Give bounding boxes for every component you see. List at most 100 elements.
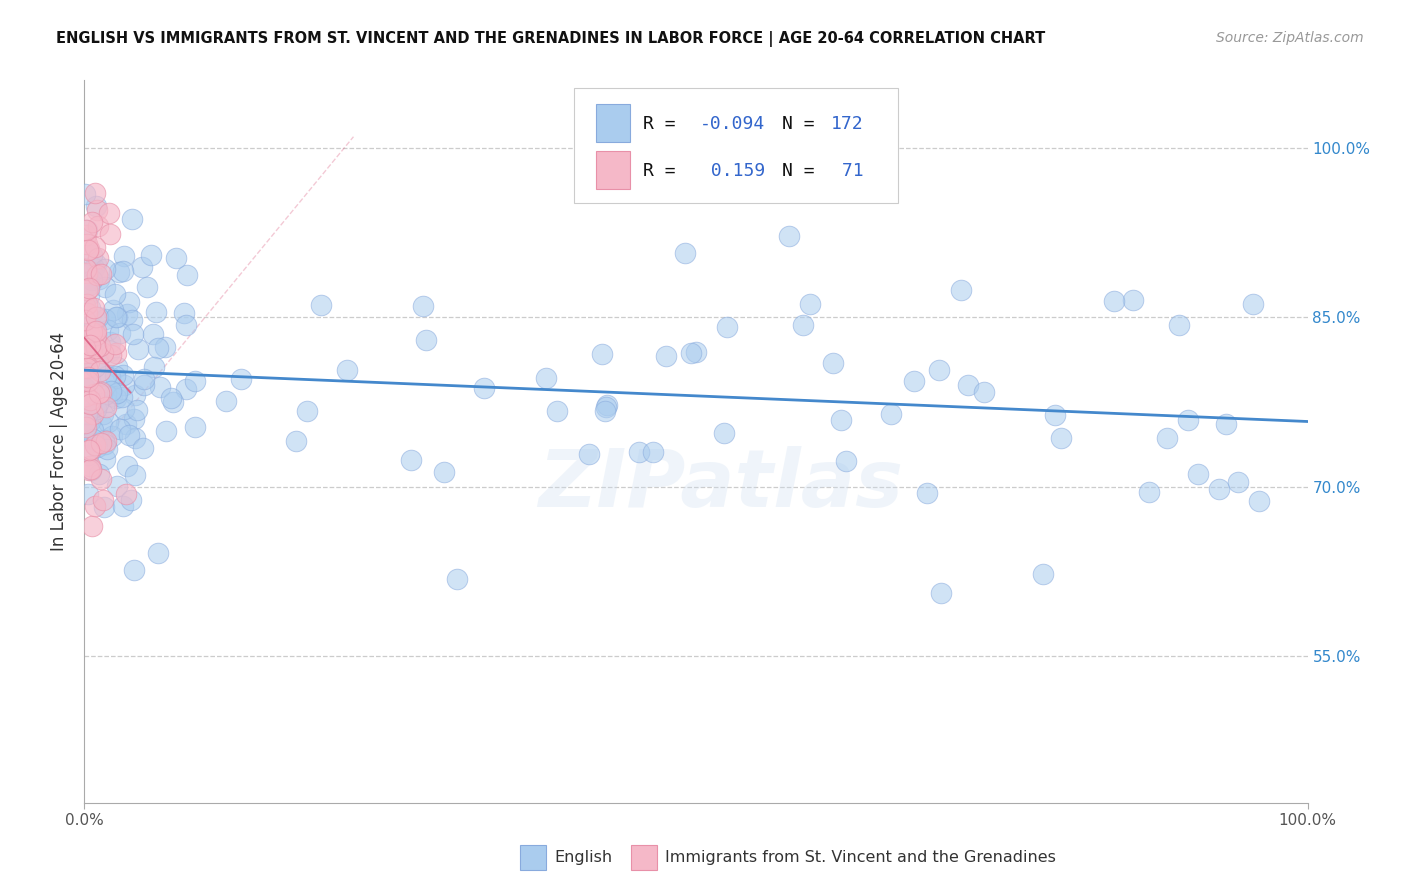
Point [148, 546, 170, 560]
Text: R =: R = [644, 161, 688, 179]
Point [83, 260, 105, 275]
Point [83, 326, 105, 340]
Point [84, 257, 107, 271]
Point [124, 388, 146, 402]
Point [83, 438, 105, 452]
Point [111, 368, 134, 383]
Point [673, 245, 696, 260]
Point [75, 389, 97, 403]
Point [75, 187, 97, 202]
Point [132, 441, 155, 455]
Point [100, 348, 122, 362]
Point [77, 242, 100, 256]
Point [86, 199, 108, 213]
Point [595, 400, 617, 414]
Point [77, 278, 100, 293]
Point [578, 447, 600, 461]
Point [84, 342, 107, 356]
Point [591, 347, 613, 361]
Point [96, 442, 118, 456]
Point [89, 364, 111, 378]
Point [98, 334, 121, 349]
Point [125, 403, 148, 417]
Point [86, 251, 108, 265]
FancyBboxPatch shape [574, 87, 898, 203]
Point [76, 407, 98, 421]
Point [145, 304, 167, 318]
Point [412, 299, 434, 313]
Point [1032, 567, 1054, 582]
Point [79, 301, 101, 315]
Point [176, 383, 198, 397]
Point [122, 327, 145, 342]
Point [593, 403, 616, 417]
Point [115, 458, 138, 473]
Point [1241, 297, 1264, 311]
Point [124, 431, 146, 445]
Point [112, 378, 135, 392]
Point [104, 391, 127, 405]
Point [160, 391, 183, 405]
FancyBboxPatch shape [596, 104, 630, 142]
Point [76, 236, 98, 251]
Point [127, 342, 149, 356]
Point [1043, 408, 1066, 422]
Point [82, 407, 104, 421]
Text: 71: 71 [831, 161, 863, 179]
Point [94, 261, 117, 276]
Point [79, 288, 101, 302]
Point [94, 311, 117, 326]
Point [80, 325, 103, 339]
Point [596, 398, 619, 412]
Point [90, 436, 112, 450]
Point [84, 186, 107, 200]
Point [929, 586, 952, 600]
Point [100, 384, 122, 399]
Point [830, 412, 852, 426]
Point [155, 424, 177, 438]
Point [121, 313, 143, 327]
Point [87, 219, 110, 233]
Point [1137, 485, 1160, 500]
Y-axis label: In Labor Force | Age 20-64: In Labor Force | Age 20-64 [51, 332, 69, 551]
Point [112, 249, 135, 263]
Point [77, 369, 100, 384]
Point [1104, 294, 1126, 309]
Point [104, 337, 127, 351]
Point [79, 458, 101, 473]
Point [1050, 431, 1073, 445]
Point [835, 454, 858, 468]
Point [90, 472, 112, 486]
Point [957, 378, 980, 392]
Point [105, 385, 128, 400]
Text: Source: ZipAtlas.com: Source: ZipAtlas.com [1216, 31, 1364, 45]
Point [101, 389, 124, 403]
Point [97, 206, 120, 220]
Point [75, 420, 97, 434]
Point [84, 401, 107, 416]
Point [80, 402, 103, 417]
Point [94, 369, 117, 384]
Point [80, 408, 103, 422]
Point [153, 340, 176, 354]
Point [173, 306, 195, 320]
Point [91, 346, 114, 360]
Text: ENGLISH VS IMMIGRANTS FROM ST. VINCENT AND THE GRENADINES IN LABOR FORCE | AGE 2: ENGLISH VS IMMIGRANTS FROM ST. VINCENT A… [56, 31, 1046, 47]
Point [433, 466, 456, 480]
Point [94, 387, 117, 401]
Point [76, 283, 98, 297]
Point [82, 248, 104, 262]
Point [229, 372, 252, 386]
Point [104, 369, 127, 384]
Point [84, 341, 107, 355]
Point [641, 445, 664, 459]
Point [799, 297, 821, 311]
Point [75, 346, 97, 360]
Point [76, 306, 98, 320]
Text: N =: N = [782, 161, 825, 179]
Point [84, 324, 107, 338]
Point [546, 404, 568, 418]
Point [82, 423, 104, 437]
Point [75, 352, 97, 367]
Point [75, 227, 97, 242]
